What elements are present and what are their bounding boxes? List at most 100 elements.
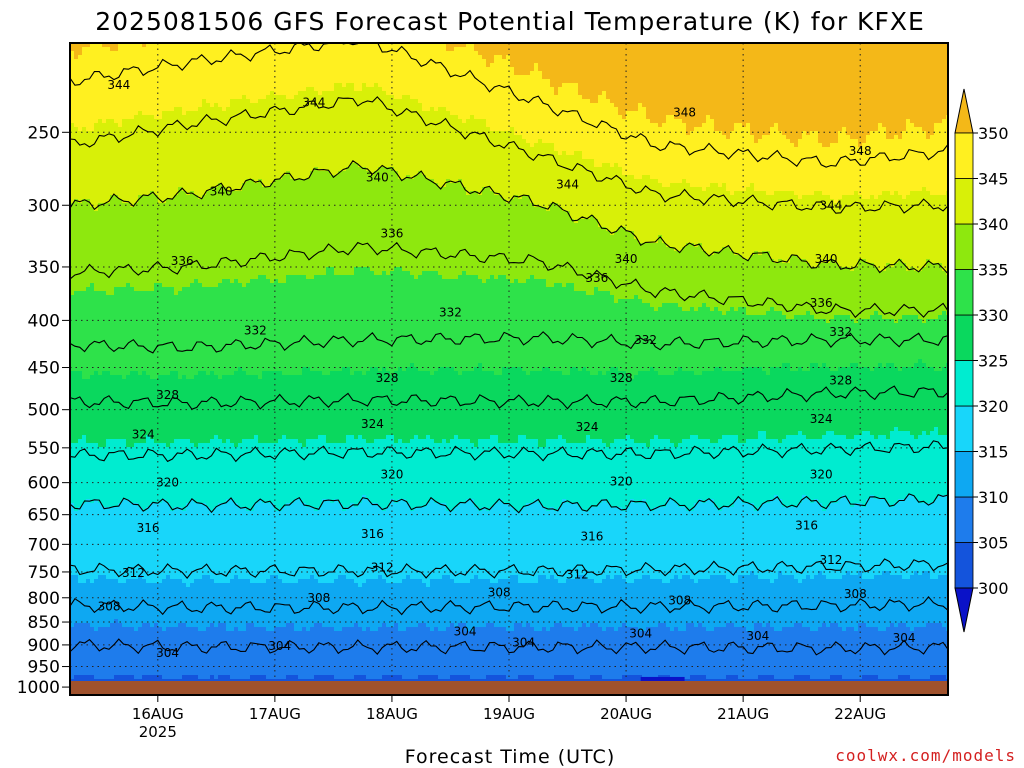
fill-cell	[450, 43, 455, 52]
fill-cell	[878, 195, 883, 272]
fill-cell	[266, 95, 271, 188]
fill-cell	[402, 371, 407, 444]
y-tick-label: 500	[28, 401, 60, 421]
fill-cell	[698, 127, 703, 188]
fill-cell	[322, 499, 327, 584]
fill-cell	[814, 267, 819, 320]
fill-cell	[894, 627, 899, 680]
fill-cell	[858, 503, 863, 572]
fill-cell	[210, 623, 215, 676]
fill-cell	[350, 275, 355, 376]
fill-cell	[530, 583, 535, 628]
fill-cell	[770, 439, 775, 500]
fill-cell	[598, 439, 603, 504]
fill-cell	[914, 439, 919, 500]
fill-cell	[382, 439, 387, 512]
fill-cell	[602, 579, 607, 632]
fill-cell	[918, 435, 923, 504]
fill-cell	[934, 195, 939, 264]
fill-cell	[74, 199, 79, 292]
fill-cell	[522, 435, 527, 508]
fill-cell	[714, 307, 719, 368]
fill-cell	[106, 119, 111, 204]
fill-cell	[718, 575, 723, 628]
colorbar-label: 335	[978, 261, 1009, 280]
fill-cell	[622, 299, 627, 372]
fill-cell	[554, 371, 559, 440]
fill-cell	[906, 367, 911, 432]
fill-cell	[662, 375, 667, 440]
fill-cell	[658, 507, 663, 580]
fill-cell	[618, 167, 623, 228]
contour-label-324: 324	[361, 417, 384, 431]
fill-cell	[490, 63, 495, 132]
fill-cell	[914, 363, 919, 440]
fill-cell	[494, 627, 499, 676]
fill-cell	[278, 179, 283, 284]
fill-cell	[422, 175, 427, 272]
fill-cell	[358, 503, 363, 588]
fill-cell	[654, 371, 659, 436]
fill-cell	[542, 43, 547, 80]
fill-cell	[910, 123, 915, 192]
fill-cell	[122, 43, 127, 120]
fill-cell	[594, 507, 599, 584]
fill-cell	[374, 503, 379, 580]
fill-cell	[706, 115, 711, 188]
fill-cell	[278, 371, 283, 440]
fill-cell	[454, 47, 459, 116]
fill-cell	[130, 627, 135, 676]
fill-cell	[570, 43, 575, 84]
fill-cell	[398, 499, 403, 584]
fill-cell	[702, 191, 707, 252]
fill-cell	[226, 631, 231, 676]
fill-cell	[370, 175, 375, 272]
fill-cell	[194, 375, 199, 448]
fill-cell	[678, 579, 683, 632]
fill-cell	[538, 631, 543, 680]
fill-cell	[858, 435, 863, 504]
contour-label-344: 344	[556, 178, 579, 192]
fill-cell	[622, 175, 627, 228]
fill-cell	[314, 623, 319, 676]
fill-cell	[862, 143, 867, 200]
fill-cell	[250, 43, 255, 104]
fill-cell	[194, 579, 199, 628]
fill-cell	[354, 623, 359, 676]
fill-cell	[534, 499, 539, 584]
fill-cell	[582, 43, 587, 100]
fill-cell	[318, 507, 323, 584]
fill-cell	[410, 579, 415, 628]
fill-cell	[898, 139, 903, 196]
fill-cell	[702, 579, 707, 628]
fill-cell	[546, 511, 551, 580]
fill-cell	[346, 435, 351, 508]
fill-cell	[486, 279, 491, 372]
fill-cell	[566, 579, 571, 628]
fill-cell	[126, 627, 131, 676]
fill-cell	[754, 143, 759, 192]
fill-cell	[694, 435, 699, 504]
fill-cell	[182, 191, 187, 288]
fill-cell	[806, 439, 811, 500]
contour-label-324: 324	[132, 428, 155, 442]
fill-cell	[910, 495, 915, 576]
fill-cell	[462, 123, 467, 188]
fill-cell	[214, 103, 219, 188]
fill-cell	[610, 507, 615, 580]
fill-cell	[766, 195, 771, 252]
fill-cell	[698, 307, 703, 376]
fill-cell	[690, 187, 695, 244]
fill-cell	[702, 43, 707, 124]
fill-cell	[290, 623, 295, 676]
fill-cell	[594, 583, 599, 624]
fill-cell	[622, 511, 627, 580]
fill-cell	[202, 575, 207, 632]
fill-cell	[494, 279, 499, 376]
fill-cell	[566, 503, 571, 580]
fill-cell	[602, 631, 607, 680]
fill-cell	[214, 627, 219, 680]
fill-cell	[850, 439, 855, 508]
fill-cell	[206, 103, 211, 192]
fill-cell	[250, 179, 255, 280]
